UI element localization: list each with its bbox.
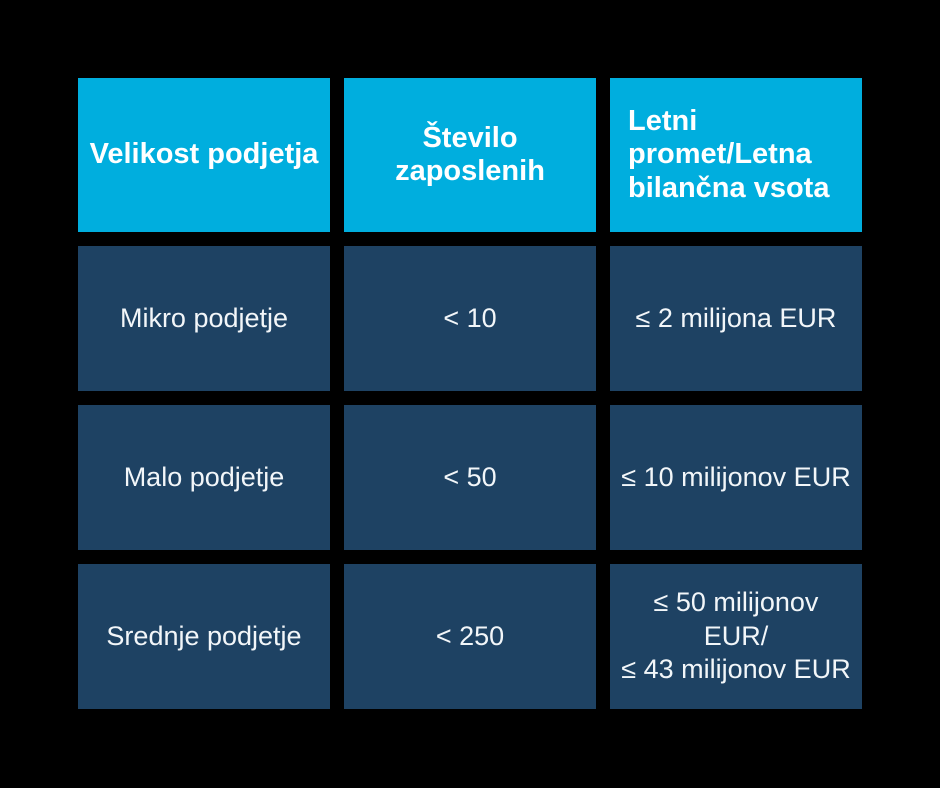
cell-malo-size: Malo podjetje — [78, 405, 330, 550]
cell-srednje-turnover: ≤ 50 milijonov EUR/ ≤ 43 milijonov EUR — [610, 564, 862, 709]
cell-mikro-employees: < 10 — [344, 246, 596, 391]
header-letni-promet: Letni promet/Letna bilančna vsota — [610, 78, 862, 232]
cell-srednje-size: Srednje podjetje — [78, 564, 330, 709]
cell-mikro-size: Mikro podjetje — [78, 246, 330, 391]
cell-malo-employees: < 50 — [344, 405, 596, 550]
cell-malo-turnover: ≤ 10 milijonov EUR — [610, 405, 862, 550]
cell-srednje-employees: < 250 — [344, 564, 596, 709]
company-size-table: Velikost podjetja Število zaposlenih Let… — [78, 78, 862, 709]
header-velikost-podjetja: Velikost podjetja — [78, 78, 330, 232]
cell-mikro-turnover: ≤ 2 milijona EUR — [610, 246, 862, 391]
header-stevilo-zaposlenih: Število zaposlenih — [344, 78, 596, 232]
